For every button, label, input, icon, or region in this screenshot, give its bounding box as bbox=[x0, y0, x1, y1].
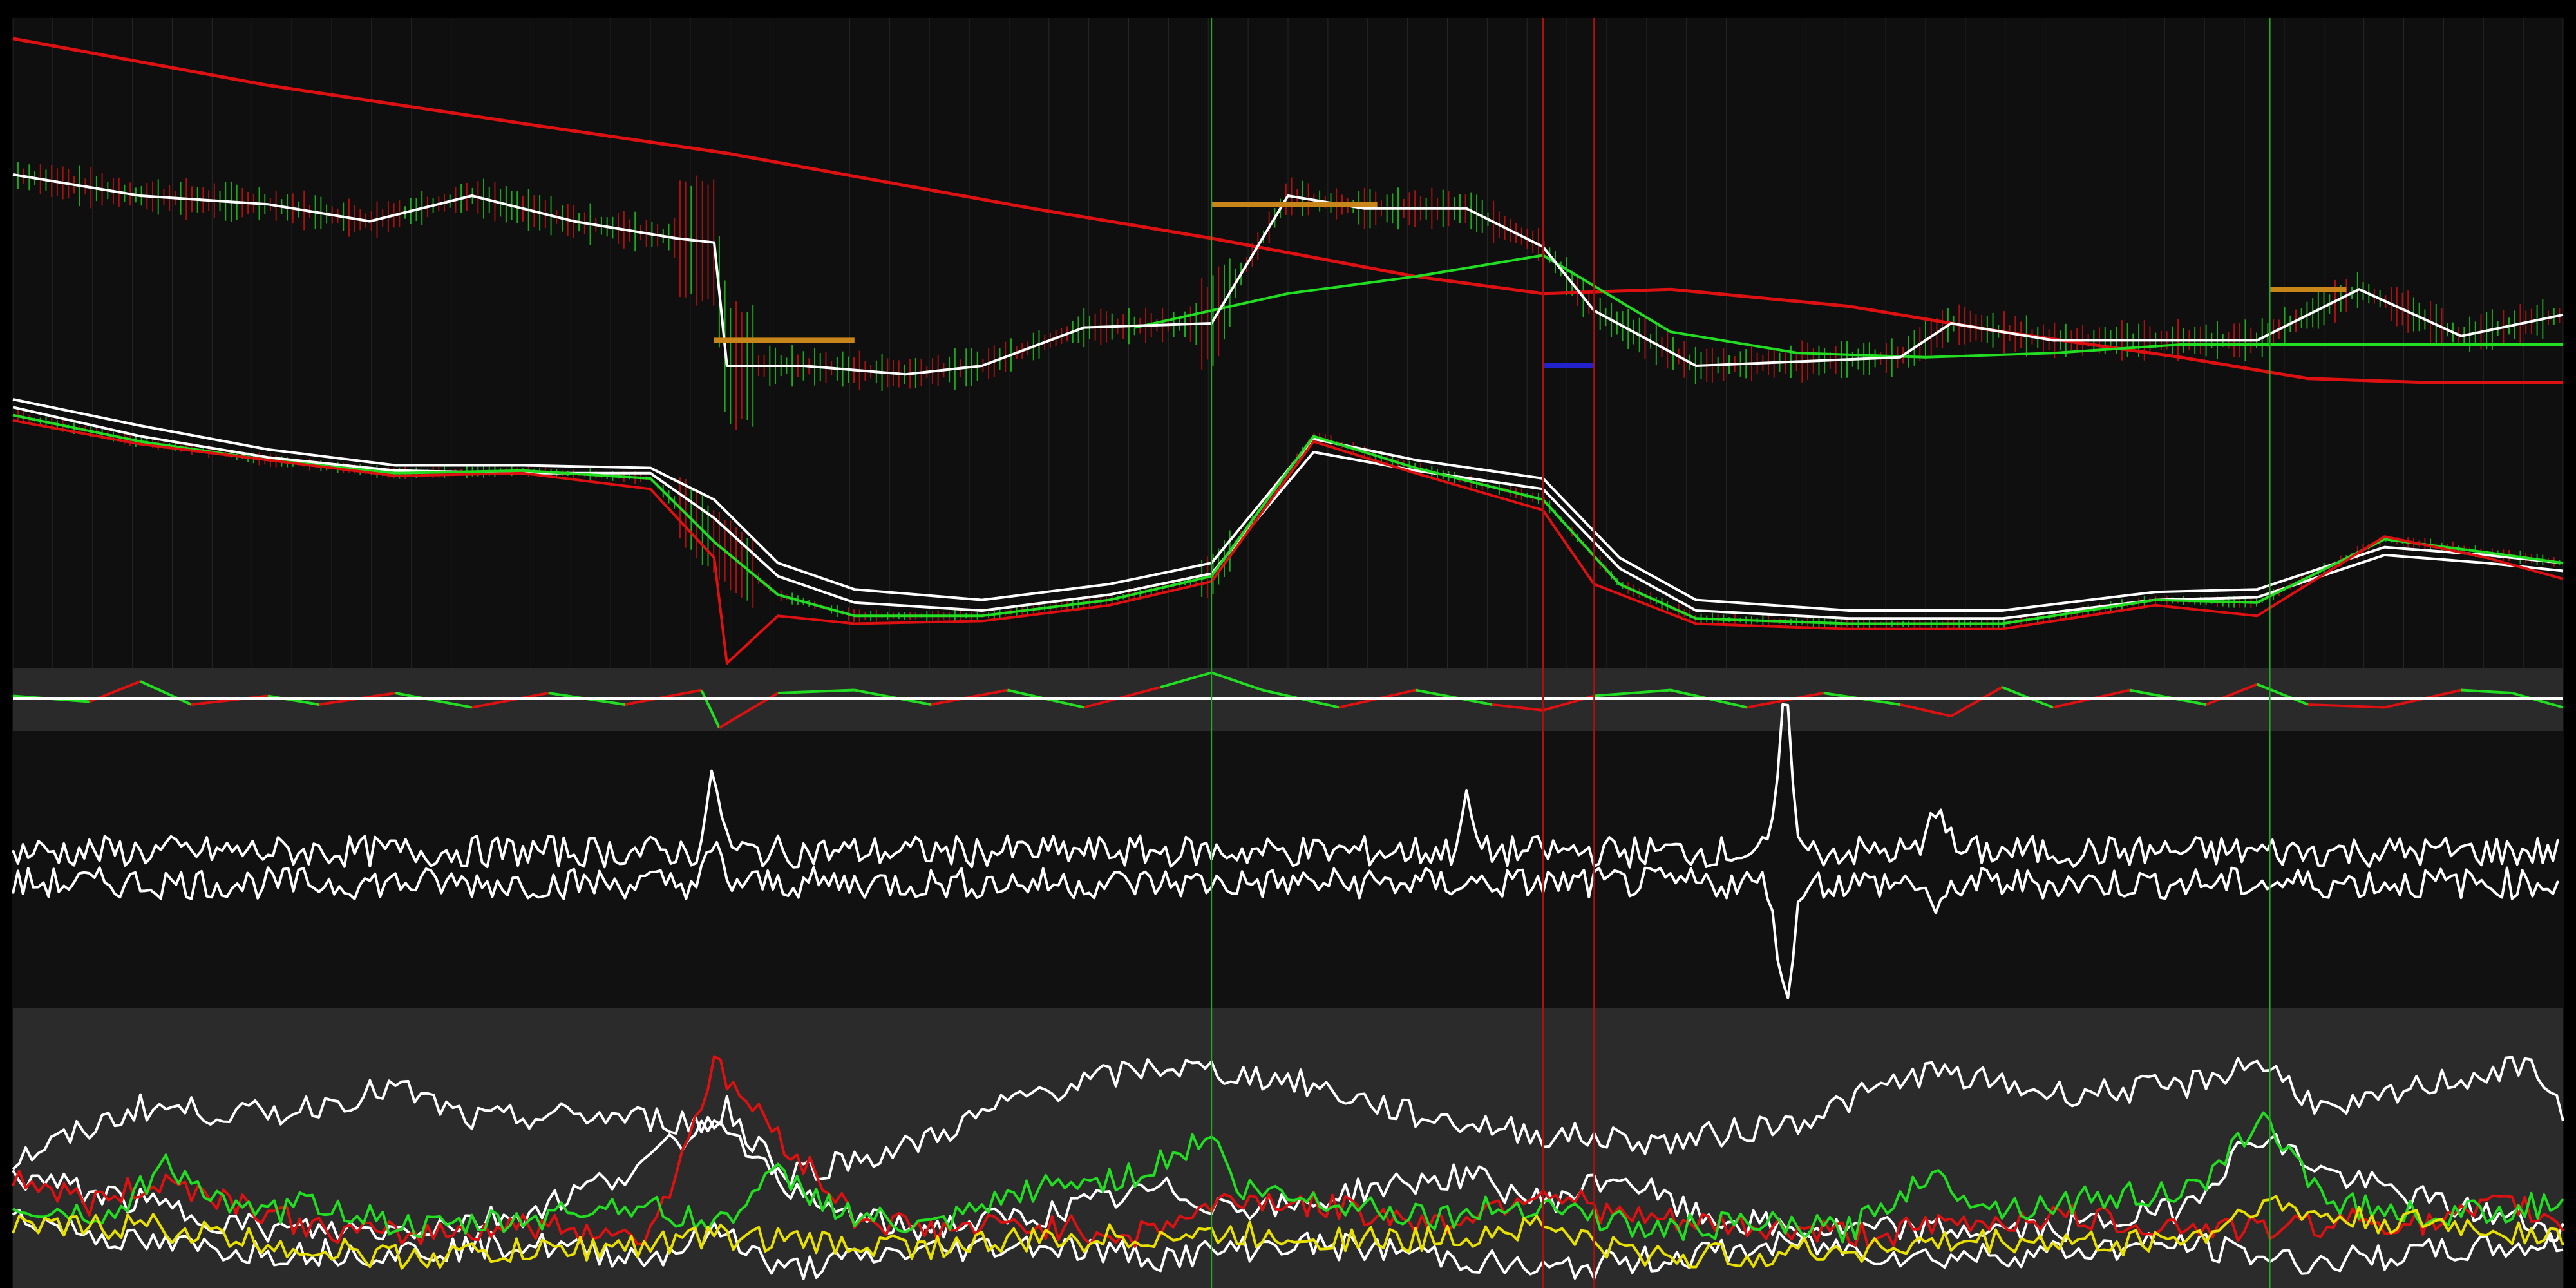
series-green bbox=[12, 1111, 2564, 1244]
osc-segment bbox=[1492, 703, 1544, 712]
panel-lower-price bbox=[12, 398, 2564, 665]
osc-segment bbox=[854, 688, 931, 706]
osc-segment bbox=[2512, 692, 2564, 709]
osc-segment bbox=[2257, 683, 2309, 706]
osc-segment bbox=[2002, 686, 2054, 709]
middle-panel bbox=[13, 731, 2563, 1008]
series-yellow bbox=[12, 1195, 2564, 1270]
series-upper-band bbox=[12, 703, 2560, 869]
series-layer bbox=[12, 18, 2564, 1288]
osc-segment bbox=[1950, 686, 2003, 717]
series-white-upper bbox=[12, 1056, 2564, 1187]
panel-oscillator bbox=[12, 671, 2564, 729]
series-lower-band bbox=[12, 840, 2559, 999]
panel-middle-oscillator bbox=[12, 703, 2560, 999]
osc-segment bbox=[1415, 688, 1493, 706]
osc-segment bbox=[625, 688, 702, 706]
osc-segment bbox=[931, 688, 1008, 706]
series-fast-ma bbox=[12, 413, 2564, 625]
series-fast-ma bbox=[12, 173, 2564, 376]
osc-segment bbox=[700, 689, 721, 728]
osc-segment bbox=[1083, 686, 1161, 709]
osc-segment bbox=[2129, 688, 2206, 706]
osc-segment bbox=[1160, 671, 1212, 688]
osc-segment bbox=[1899, 703, 1952, 717]
osc-segment bbox=[140, 680, 193, 706]
osc-segment bbox=[267, 694, 319, 706]
osc-segment bbox=[395, 692, 473, 709]
osc-segment bbox=[2307, 703, 2385, 709]
series-white-low bbox=[12, 1209, 2564, 1280]
osc-segment bbox=[471, 692, 549, 709]
series-slow-ma bbox=[12, 398, 2564, 612]
osc-segment bbox=[2205, 683, 2258, 706]
osc-segment bbox=[1211, 671, 1264, 692]
panel-bottom-oscillator bbox=[12, 18, 2564, 1288]
series-red bbox=[12, 1055, 2564, 1249]
osc-segment bbox=[191, 694, 269, 706]
osc-segment bbox=[777, 688, 855, 694]
series-rising-ma bbox=[1134, 254, 2563, 359]
osc-segment bbox=[1747, 692, 1824, 709]
osc-segment bbox=[2461, 688, 2512, 694]
osc-segment bbox=[1594, 688, 1671, 697]
